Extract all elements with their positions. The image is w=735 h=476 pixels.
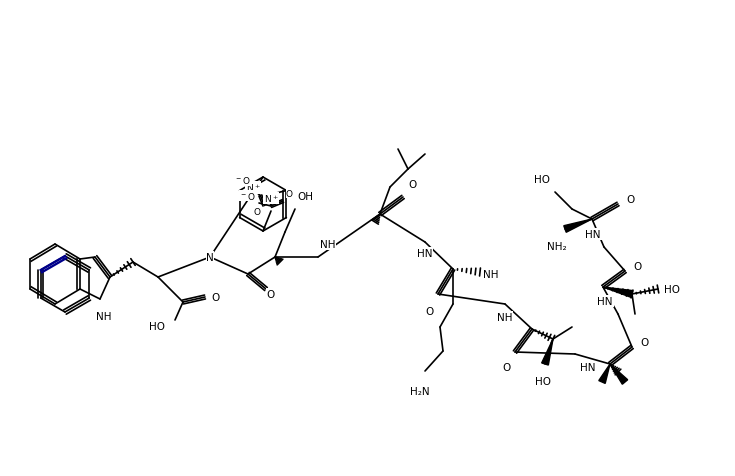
Text: $\mathregular{N^+}$: $\mathregular{N^+}$ xyxy=(264,193,279,205)
Text: HO: HO xyxy=(534,175,550,185)
Text: HN: HN xyxy=(586,229,601,239)
Polygon shape xyxy=(542,339,553,365)
Text: O: O xyxy=(426,307,434,317)
Text: HO: HO xyxy=(535,376,551,386)
Text: O: O xyxy=(633,261,641,271)
Polygon shape xyxy=(603,288,633,298)
Polygon shape xyxy=(564,219,592,233)
Text: $\mathregular{N^+}$: $\mathregular{N^+}$ xyxy=(245,182,260,194)
Text: O: O xyxy=(211,292,219,302)
Text: O: O xyxy=(640,337,648,347)
Text: HN: HN xyxy=(580,362,595,372)
Text: NH₂: NH₂ xyxy=(547,241,567,251)
Text: O: O xyxy=(626,195,634,205)
Polygon shape xyxy=(599,364,610,384)
Text: OH: OH xyxy=(297,192,313,201)
Text: $\mathregular{^-O}$: $\mathregular{^-O}$ xyxy=(240,190,256,201)
Text: O: O xyxy=(254,208,260,217)
Text: HO: HO xyxy=(149,321,165,331)
Text: NH: NH xyxy=(498,312,513,322)
Text: O: O xyxy=(286,189,293,198)
Text: NH: NH xyxy=(483,269,498,279)
Text: HN: HN xyxy=(598,297,613,307)
Text: H₂N: H₂N xyxy=(410,386,430,396)
Text: $\mathregular{^-O}$: $\mathregular{^-O}$ xyxy=(234,175,251,186)
Text: O: O xyxy=(503,362,511,372)
Text: O: O xyxy=(267,289,275,299)
Text: HO: HO xyxy=(664,284,680,294)
Text: N: N xyxy=(206,252,214,262)
Text: O: O xyxy=(408,179,416,189)
Text: HN: HN xyxy=(417,248,433,258)
Text: NH: NH xyxy=(320,239,335,249)
Polygon shape xyxy=(610,364,628,385)
Text: NH: NH xyxy=(96,311,112,321)
